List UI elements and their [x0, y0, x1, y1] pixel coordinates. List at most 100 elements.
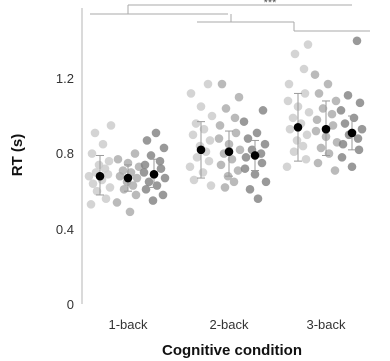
data-point [336, 106, 346, 115]
data-point [112, 198, 122, 207]
data-point [196, 102, 206, 111]
data-point [312, 115, 322, 125]
data-point [323, 79, 333, 89]
data-point [283, 96, 293, 106]
data-point [302, 130, 312, 140]
data-point [191, 119, 201, 128]
data-point [144, 177, 154, 187]
means-layer [95, 122, 357, 183]
data-point [118, 166, 128, 175]
data-point [330, 166, 340, 175]
data-point [188, 130, 198, 140]
data-point [304, 107, 314, 117]
data-point [240, 164, 250, 173]
data-point [310, 70, 320, 79]
data-point [338, 139, 348, 149]
data-point [155, 156, 165, 166]
data-point [292, 136, 302, 145]
data-point [192, 153, 202, 162]
data-point [203, 79, 213, 89]
mean-marker [321, 124, 331, 134]
data-point [288, 113, 298, 123]
data-point [245, 185, 255, 194]
data-point [357, 124, 367, 134]
mean-marker [149, 169, 159, 179]
data-point [290, 49, 300, 59]
data-point [86, 200, 96, 209]
mean-marker [250, 151, 260, 160]
data-point [146, 151, 156, 160]
data-point [253, 194, 263, 204]
significance-brackets: *** [90, 0, 370, 32]
data-point [235, 145, 245, 155]
data-point [141, 185, 151, 194]
data-point [104, 156, 114, 166]
y-tick-label: 0 [67, 297, 74, 312]
data-point [215, 121, 225, 130]
data-point [119, 185, 129, 194]
data-point [92, 186, 102, 196]
data-point [158, 190, 168, 200]
data-point [214, 134, 224, 143]
data-point [189, 175, 199, 185]
data-point [156, 164, 166, 173]
data-point [331, 96, 341, 106]
data-point [241, 153, 251, 162]
data-point [101, 194, 111, 204]
y-axis-title: RT (s) [9, 134, 26, 177]
data-point [94, 160, 104, 170]
data-point [337, 153, 347, 162]
mean-marker [123, 173, 133, 183]
significance-label: *** [264, 0, 278, 9]
y-tick-label: 0.8 [56, 146, 74, 161]
mean-marker [347, 128, 357, 138]
data-point [289, 147, 299, 157]
data-point [160, 173, 170, 183]
data-point [349, 113, 359, 123]
data-point [340, 119, 350, 128]
data-point [227, 154, 237, 164]
data-point [142, 136, 152, 145]
data-point [284, 79, 294, 89]
data-point [313, 158, 323, 168]
mean-marker [224, 147, 234, 157]
data-point [206, 181, 216, 190]
y-tick-label: 0.4 [56, 222, 74, 237]
data-point [355, 98, 365, 108]
data-point [130, 149, 140, 158]
data-point [328, 121, 338, 130]
data-point [139, 168, 149, 177]
data-point [98, 139, 108, 149]
x-axis-title: Cognitive condition [162, 342, 302, 359]
data-point [125, 207, 135, 217]
data-point [311, 126, 321, 136]
mean-marker [293, 122, 303, 132]
data-point [285, 124, 295, 134]
data-point [199, 124, 209, 134]
data-point [298, 141, 308, 151]
x-tick-label-1-back: 1-back [108, 317, 148, 332]
mean-marker [196, 145, 206, 155]
data-point [217, 79, 227, 89]
data-point [316, 143, 326, 153]
data-point [243, 134, 253, 143]
data-point [87, 149, 97, 158]
data-point [347, 162, 357, 172]
data-point [353, 134, 363, 143]
data-point [198, 168, 208, 177]
data-point [113, 154, 123, 164]
data-point [230, 113, 240, 123]
data-point [216, 160, 226, 170]
data-point [106, 121, 116, 130]
data-point [132, 173, 142, 183]
data-point [159, 143, 169, 153]
data-point [140, 160, 150, 170]
data-point [234, 92, 244, 102]
data-point [90, 128, 100, 138]
data-point [231, 128, 241, 138]
data-point [252, 128, 262, 138]
data-point [327, 109, 337, 119]
data-point [88, 179, 98, 188]
data-point [205, 136, 215, 145]
